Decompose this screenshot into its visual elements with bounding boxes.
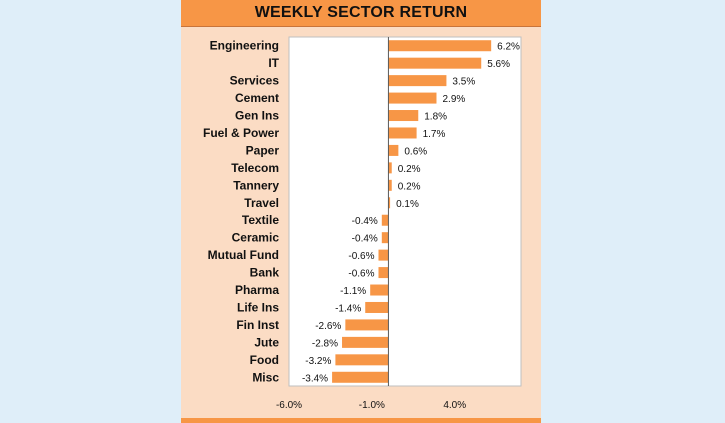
- category-label: Misc: [252, 370, 279, 384]
- x-tick-label: -1.0%: [359, 400, 385, 411]
- plot-area: [288, 36, 522, 387]
- value-label: 0.1%: [396, 199, 419, 210]
- bar-telecom: [388, 162, 392, 174]
- category-label: Gen Ins: [235, 109, 279, 123]
- bar-mutual-fund: [378, 249, 389, 261]
- category-label: Fin Inst: [236, 318, 279, 332]
- bar-fin-inst: [345, 319, 389, 331]
- bar-ceramic: [381, 232, 389, 244]
- title-band: WEEKLY SECTOR RETURN: [181, 0, 541, 27]
- value-label: -1.1%: [340, 286, 366, 297]
- category-label: Cement: [235, 91, 279, 105]
- value-label: -3.2%: [305, 356, 331, 367]
- value-label: 0.2%: [398, 164, 421, 175]
- category-label: Tannery: [233, 178, 279, 192]
- bar-it: [388, 57, 482, 69]
- bar-fuel-power: [388, 127, 417, 139]
- value-label: -0.4%: [352, 216, 378, 227]
- bar-jute: [342, 336, 389, 348]
- x-tick-label: 4.0%: [443, 400, 466, 411]
- value-label: 2.9%: [442, 94, 465, 105]
- value-label: 5.6%: [487, 59, 510, 70]
- bar-textile: [381, 214, 389, 226]
- bar-food: [335, 354, 389, 366]
- bottom-band: [181, 418, 541, 423]
- value-label: -0.6%: [348, 269, 374, 280]
- value-label: 0.2%: [398, 181, 421, 192]
- bar-gen-ins: [388, 110, 419, 122]
- chart-panel: WEEKLY SECTOR RETURN Engineering 6.2% IT 5.…: [181, 0, 541, 423]
- bar-tannery: [388, 179, 392, 191]
- bar-cement: [388, 92, 437, 104]
- value-label: -0.6%: [348, 251, 374, 262]
- value-label: -3.4%: [302, 373, 328, 384]
- bar-pharma: [370, 284, 389, 296]
- value-label: 1.7%: [423, 129, 446, 140]
- category-label: Pharma: [235, 283, 279, 297]
- value-label: 3.5%: [452, 77, 475, 88]
- category-label: Services: [230, 74, 280, 88]
- value-label: 0.6%: [404, 146, 427, 157]
- bar-chart: Engineering 6.2% IT 5.6% Services 3.5% Cement 2…: [203, 36, 522, 411]
- category-label: Ceramic: [232, 231, 280, 245]
- category-label: Life Ins: [237, 300, 279, 314]
- value-label: -1.4%: [335, 303, 361, 314]
- bar-paper: [388, 144, 399, 156]
- value-label: -0.4%: [352, 234, 378, 245]
- category-label: Textile: [242, 213, 279, 227]
- category-label: Jute: [254, 335, 279, 349]
- bar-services: [388, 75, 447, 87]
- category-label: Travel: [244, 196, 279, 210]
- bar-engineering: [388, 40, 492, 52]
- category-label: Paper: [246, 143, 280, 157]
- category-label: Engineering: [210, 39, 279, 53]
- category-label: Mutual Fund: [208, 248, 279, 262]
- x-tick-label: -6.0%: [276, 400, 302, 411]
- value-label: 6.2%: [497, 42, 520, 53]
- bar-travel: [388, 197, 391, 209]
- bar-life-ins: [365, 301, 389, 313]
- category-label: IT: [268, 56, 279, 70]
- category-label: Bank: [250, 266, 280, 280]
- value-label: 1.8%: [424, 112, 447, 123]
- category-label: Telecom: [231, 161, 279, 175]
- chart-title: WEEKLY SECTOR RETURN: [254, 4, 468, 21]
- value-label: -2.8%: [312, 338, 338, 349]
- bar-misc: [332, 371, 389, 383]
- category-label: Fuel & Power: [203, 126, 279, 140]
- bar-bank: [378, 267, 389, 279]
- category-label: Food: [250, 353, 279, 367]
- value-label: -2.6%: [315, 321, 341, 332]
